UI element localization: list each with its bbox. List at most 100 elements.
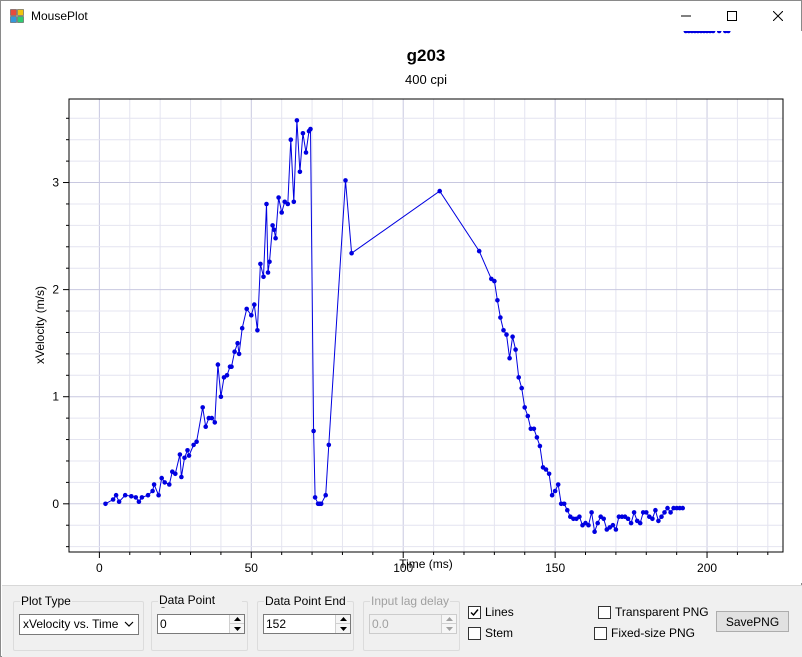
plot-type-label: Plot Type — [20, 594, 72, 608]
spin-down-icon[interactable] — [336, 624, 350, 633]
data-point — [498, 315, 503, 320]
data-point — [200, 405, 205, 410]
plot-type-value: xVelocity vs. Time — [23, 617, 119, 631]
input-lag-delay-label: Input lag delay — [370, 594, 451, 608]
data-point-end-input[interactable] — [263, 614, 351, 634]
data-point — [252, 302, 257, 307]
data-point — [279, 210, 285, 215]
data-point — [203, 424, 208, 430]
plot-area[interactable]: g203 400 cpi 0 50 100 150 200 0 1 2 3 Time (ms) … — [2, 31, 802, 583]
lines-checkbox[interactable]: Lines — [468, 605, 514, 619]
transparent-png-label: Transparent PNG — [615, 605, 709, 619]
data-point — [291, 199, 297, 205]
data-point — [173, 471, 178, 477]
data-point — [510, 334, 515, 340]
data-point — [504, 332, 509, 337]
data-point — [224, 373, 230, 378]
data-point — [191, 442, 196, 448]
data-point — [659, 514, 664, 519]
input-lag-delay-spinner — [441, 615, 456, 633]
data-point — [531, 426, 537, 432]
x-tick-label: 200 — [697, 561, 717, 575]
data-point — [543, 467, 549, 472]
data-point — [265, 270, 271, 275]
data-point — [546, 471, 552, 477]
data-point — [285, 201, 291, 207]
data-point — [513, 347, 518, 352]
data-point — [726, 31, 731, 34]
data-point — [159, 475, 164, 481]
data-point — [162, 480, 167, 485]
data-point — [537, 443, 543, 449]
data-point — [656, 518, 661, 524]
chart-subtitle: 400 cpi — [405, 72, 447, 87]
fixed-size-png-checkbox[interactable]: Fixed-size PNG — [594, 626, 695, 640]
data-point — [534, 435, 540, 440]
data-point — [156, 492, 161, 498]
data-point — [522, 405, 527, 410]
data-point — [662, 510, 667, 515]
data-point — [665, 505, 670, 511]
transparent-png-check-box[interactable] — [598, 605, 611, 619]
data-point — [264, 201, 269, 207]
data-point — [244, 306, 249, 312]
transparent-png-checkbox[interactable]: Transparent PNG — [598, 605, 709, 619]
data-point-start-input[interactable] — [157, 614, 245, 634]
stem-check-box[interactable] — [468, 626, 481, 640]
data-point — [595, 520, 600, 526]
data-point — [229, 364, 234, 370]
lines-check-box[interactable] — [468, 605, 481, 619]
data-point — [236, 351, 242, 357]
y-tick-label: 3 — [52, 176, 59, 190]
data-point-start-field[interactable] — [160, 616, 230, 632]
title-bar[interactable]: MousePlot — [1, 1, 801, 31]
data-point — [349, 250, 354, 256]
data-point-end-label: Data Point End — [264, 594, 347, 608]
y-tick-label: 0 — [52, 497, 59, 511]
data-point — [182, 455, 187, 461]
stem-checkbox[interactable]: Stem — [468, 626, 513, 640]
data-point — [308, 126, 313, 132]
maximize-icon — [727, 11, 737, 21]
data-point — [270, 223, 275, 228]
app-icon — [10, 9, 24, 23]
data-point — [239, 325, 245, 331]
data-point — [653, 507, 658, 513]
y-tick-label: 2 — [52, 283, 59, 297]
x-tick-label: 100 — [393, 561, 413, 575]
plot-frame — [68, 98, 784, 553]
data-point — [271, 227, 277, 232]
spin-down-icon — [442, 624, 456, 633]
data-point — [644, 510, 649, 515]
data-point — [179, 474, 184, 480]
data-point — [650, 516, 655, 522]
data-point — [258, 261, 263, 267]
data-point — [343, 178, 348, 183]
data-point — [589, 510, 594, 515]
data-point — [631, 510, 637, 515]
fixed-size-png-check-box[interactable] — [594, 626, 607, 640]
data-point-start-spinner[interactable] — [229, 615, 244, 633]
x-axis-label: Time (ms) — [399, 557, 453, 571]
minimize-button[interactable] — [663, 1, 709, 31]
chevron-down-icon — [124, 621, 134, 627]
data-point — [145, 492, 151, 498]
data-point — [577, 514, 582, 519]
data-point-start-group: Data Point Start — [151, 594, 248, 651]
stem-label: Stem — [485, 626, 514, 640]
data-point — [110, 497, 116, 502]
data-point-end-field[interactable] — [266, 616, 336, 632]
spin-up-icon[interactable] — [230, 615, 244, 624]
save-png-button[interactable]: SavePNG — [716, 611, 789, 632]
spin-up-icon — [442, 615, 456, 624]
spin-down-icon[interactable] — [230, 624, 244, 633]
plot-type-select[interactable]: xVelocity vs. Time — [19, 614, 139, 635]
close-button[interactable] — [755, 1, 801, 31]
data-point-end-spinner[interactable] — [335, 615, 350, 633]
spin-up-icon[interactable] — [336, 615, 350, 624]
data-point — [437, 188, 443, 194]
maximize-button[interactable] — [709, 1, 755, 31]
data-point — [549, 492, 555, 498]
